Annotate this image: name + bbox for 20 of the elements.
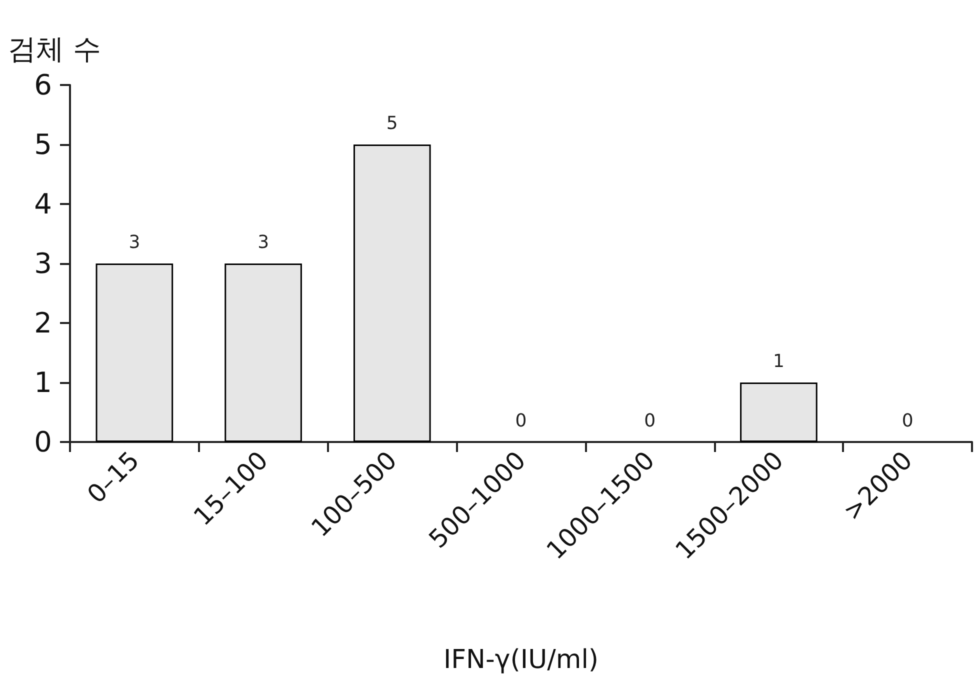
y-tick-label: 0 [34,426,52,458]
x-axis-title: IFN-γ(IU/ml) [443,645,599,675]
data-label: 0 [902,410,914,432]
y-tick-label: 4 [34,188,52,220]
y-tick-label: 6 [34,68,52,102]
bar [353,144,431,442]
data-label: 3 [258,232,270,253]
data-label: 1 [772,351,784,372]
y-tick-label: 1 [34,366,52,399]
y-tick-label: 3 [34,247,52,280]
y-axis-title: 검체 수 [8,32,101,66]
y-tick-label: 2 [34,306,52,340]
bar [740,382,818,442]
bar [96,264,174,442]
data-label: 0 [515,410,527,432]
bar [224,264,302,442]
data-label: 0 [644,410,656,432]
data-label: 3 [128,232,140,253]
data-label: 5 [386,113,398,134]
y-tick-label: 5 [34,128,52,161]
